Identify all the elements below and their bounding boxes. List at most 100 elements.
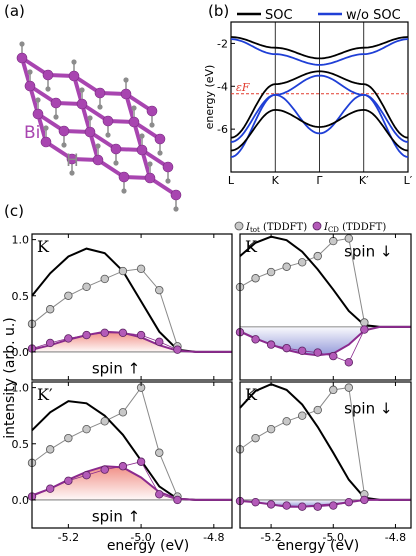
band-structure-chart: L K Γ K′ L′ -2 -4 -6 SOC w/o SOC energy (eV) εF <box>203 8 413 187</box>
band-y-tick-label: -4 <box>217 80 228 93</box>
h-atom <box>87 115 93 121</box>
itot-tddft-point <box>251 274 260 283</box>
spin-label: spin ↓ <box>344 243 392 261</box>
spectrum-frame <box>31 381 233 529</box>
h-atom <box>43 125 49 131</box>
bismuthene-structure-illustration <box>16 41 182 212</box>
icd-tddft-point <box>266 500 276 509</box>
band-line <box>230 74 409 143</box>
icd-tddft-point <box>266 340 276 349</box>
legend-nosoc-label: w/o SOC <box>346 8 401 23</box>
bi-atom <box>120 88 132 100</box>
icd-tddft-point <box>173 495 182 505</box>
h-atom <box>79 87 85 93</box>
h-atom <box>27 69 33 75</box>
icd-tddft-point <box>82 330 91 340</box>
h-atom <box>105 132 111 138</box>
valley-label: K <box>245 237 258 256</box>
h-atom <box>97 104 103 110</box>
h-atom <box>139 133 145 139</box>
icd-tddft-point <box>251 497 260 507</box>
bi-atom <box>32 108 44 120</box>
band-line <box>230 108 409 152</box>
icd-tddft-point <box>329 351 338 361</box>
itot-tddft-point <box>297 258 307 267</box>
spectra-y-axis-label: intensity (arb. u.) <box>2 317 18 439</box>
band-line <box>230 93 409 158</box>
icd-tddft-point <box>313 348 322 357</box>
legend-icd-tddft-label: ICD (TDDFT) <box>323 222 386 234</box>
valley-label: K′ <box>37 385 53 404</box>
valley-label: K <box>37 237 50 256</box>
itot-tddft-point <box>282 262 291 271</box>
band-y-tick-label: -6 <box>217 123 228 136</box>
kpoint-tick-label: Γ <box>316 174 323 187</box>
icd-tddft-point <box>282 343 291 353</box>
bi-atom-label: Bi <box>24 123 40 143</box>
spectrum-panel: -5.2 -5.0 -4.8 0.0 0.5 1.0 K′ spin ↑ <box>12 381 233 544</box>
bi-atom <box>66 153 78 165</box>
itot-tddft-point <box>136 264 146 274</box>
h-atom <box>121 188 127 194</box>
kpoint-tick-label: K <box>272 174 280 187</box>
h-atom-label: H <box>66 151 79 171</box>
itot-tddft-point <box>64 433 73 443</box>
bi-atom <box>92 154 104 166</box>
bi-atom <box>146 105 158 117</box>
icd-tddft-point <box>100 328 109 338</box>
icd-tddft-point <box>45 484 55 493</box>
h-atom <box>61 142 67 148</box>
panel-label-c: (c) <box>4 202 24 220</box>
icd-tddft-point <box>155 490 164 499</box>
bi-atom <box>68 70 80 82</box>
bi-atom <box>76 98 88 110</box>
spectrum-frame <box>31 233 233 381</box>
itot-tddft-point <box>313 405 322 415</box>
h-atom <box>113 160 119 166</box>
icd-tddft-point <box>100 465 109 474</box>
itot-tddft-point <box>64 291 73 300</box>
x-tick-label: -4.8 <box>385 531 406 544</box>
h-atom <box>173 206 179 212</box>
itot-tddft-point <box>360 318 369 327</box>
itot-tddft-point <box>344 383 354 392</box>
bi-atom <box>118 171 130 183</box>
spectra-legend: Itot (TDDFT) ICD (TDDFT) <box>234 221 386 234</box>
band-line <box>230 70 409 139</box>
valley-label: K′ <box>245 385 261 404</box>
icd-tddft-point <box>64 334 73 343</box>
x-tick-label: -5.0 <box>130 531 151 544</box>
itot-tddft-point <box>100 274 109 284</box>
bi-atom <box>42 69 54 81</box>
icd-tddft-point <box>313 502 322 511</box>
itot-tddft-point <box>82 424 91 434</box>
band-y-axis-label: energy (eV) <box>203 65 216 130</box>
icd-tddft-point <box>45 338 55 348</box>
icd-tddft-point <box>118 462 128 471</box>
band-line <box>230 38 409 66</box>
y-tick-label: 0.0 <box>12 346 30 359</box>
kpoint-tick-label: K′ <box>359 174 369 187</box>
bi-atom <box>136 144 148 156</box>
h-atom <box>95 143 101 149</box>
h-atom <box>165 178 171 184</box>
itot-tddft-point <box>45 305 55 314</box>
icd-tddft-point <box>82 471 91 480</box>
y-tick-label: 0.0 <box>12 494 30 507</box>
spin-label: spin ↑ <box>92 507 140 525</box>
bi-atom <box>84 126 96 138</box>
bi-atom <box>58 125 70 137</box>
icd-tddft-point <box>297 502 307 511</box>
icd-tddft-point <box>282 501 291 510</box>
h-atom <box>45 86 51 92</box>
x-tick-label: -5.2 <box>58 531 79 544</box>
itot-tddft-point <box>155 448 164 457</box>
bi-atom <box>24 80 36 92</box>
h-atom <box>157 150 163 156</box>
spectra-x-axis-label-left: energy (eV) <box>107 538 189 554</box>
y-tick-label: 1.0 <box>12 382 30 395</box>
spectra-x-axis-label-right: energy (eV) <box>277 538 359 554</box>
legend-itot-tddft-label: Itot (TDDFT) <box>245 222 307 234</box>
